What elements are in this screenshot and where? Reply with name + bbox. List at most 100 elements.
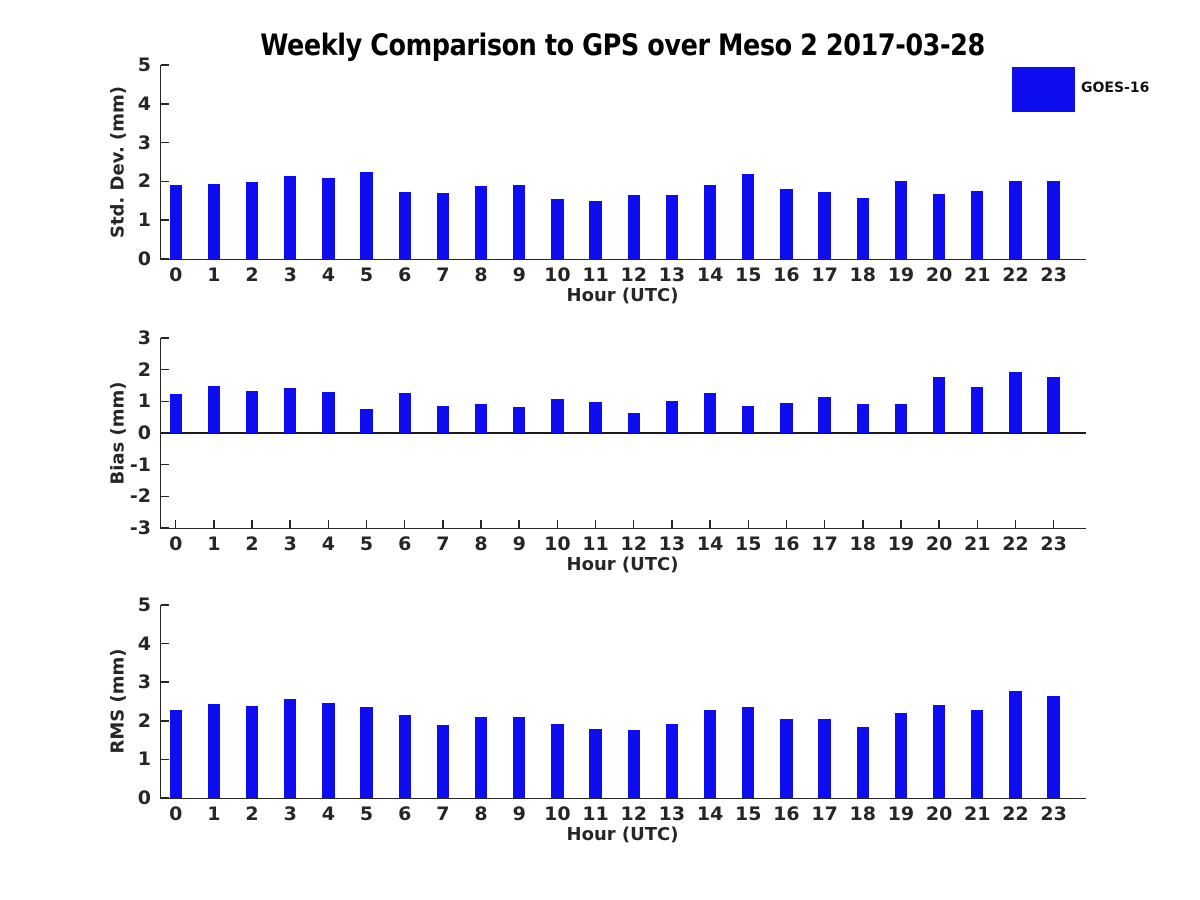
y-tick [161,400,169,403]
x-tick [862,520,864,528]
y-tick-label: 5 [137,594,151,616]
x-tick [976,520,979,528]
bar [742,173,755,259]
bar [818,192,831,259]
x-tick-label: 13 [658,264,686,286]
x-tick [174,520,177,528]
y-tick-label: 2 [137,709,151,732]
x-tick [327,520,330,528]
x-tick-label: 9 [512,533,526,555]
x-tick-label: 4 [321,264,335,286]
bar [551,199,564,259]
y-tick-label: 1 [137,390,151,413]
y-tick [161,64,169,66]
bar [932,376,946,433]
bar [780,718,793,798]
x-tick [785,520,788,528]
bar [742,405,755,433]
y-tick [161,337,169,339]
bar [742,706,755,798]
x-tick-label: 7 [436,264,450,286]
y-tick-label: 1 [137,209,151,232]
x-axis-label-bias: Hour (UTC) [566,554,679,575]
y-tick-label: 4 [137,632,151,655]
x-tick-label: 6 [398,533,412,555]
bar [284,175,297,259]
x-tick-label: 7 [436,533,450,555]
x-tick-label: 2 [245,533,259,555]
bar [971,709,984,798]
x-tick [251,520,253,528]
bar [932,193,946,259]
x-tick-label: 7 [436,803,450,825]
bar [856,403,869,433]
x-tick-label: 14 [696,264,724,286]
bar [284,698,297,798]
x-tick-label: 3 [283,533,297,555]
chart-title: Weekly Comparison to GPS over Meso 2 201… [260,28,985,62]
x-tick-label: 6 [398,803,412,825]
y-tick [161,527,169,529]
plot-area-stddev: 0 1 2 3 4 5 0 1 2 3 4 5 6 7 8 9 10 11 12 13 14 15 16 17 18 19 20 21… [138,54,1086,286]
bar [551,399,564,433]
x-tick-label: 4 [321,803,335,825]
y-tick-label: 0 [137,422,151,444]
x-tick [632,520,635,528]
legend-swatch [1012,67,1075,112]
y-tick-label: 4 [137,92,151,115]
x-tick [518,520,520,528]
x-tick-label: 8 [474,264,488,286]
x-tick-label: 15 [735,803,762,825]
x-tick [1014,520,1017,528]
x-tick-label: 14 [696,803,724,825]
bar [436,405,450,433]
bar [322,391,335,433]
y-tick [161,681,169,683]
plot-area-rms: 0 1 2 3 4 5 0 1 2 3 4 5 6 7 8 9 10 11 12 13 14 15 16 17 18 19 20 21… [138,594,1086,825]
bar [551,724,564,798]
bar [589,402,602,433]
x-tick-label: 12 [620,264,647,286]
y-tick [161,797,169,799]
x-tick-label: 14 [696,533,724,555]
y-tick-label: 3 [137,327,151,349]
x-tick-label: 23 [1040,264,1067,286]
y-tick [161,758,169,761]
y-tick [161,463,169,466]
x-tick-label: 12 [620,803,647,825]
y-tick [161,258,169,260]
x-tick-label: 0 [169,264,183,286]
y-tick [161,180,169,183]
bar [627,729,640,798]
x-tick-label: 18 [849,803,876,825]
x-tick-label: 9 [512,264,526,286]
y-tick [161,368,169,371]
y-tick-label: 5 [137,54,151,76]
y-tick-label: 0 [137,248,151,270]
x-tick [671,520,673,528]
y-tick-label: -2 [129,485,151,508]
y-tick [161,219,169,221]
x-tick-label: 13 [658,533,686,555]
x-tick-label: 16 [773,533,800,555]
x-tick-label: 20 [925,533,953,555]
bar [169,185,182,259]
x-tick [823,520,826,528]
bar [1047,695,1060,798]
x-tick-label: 12 [620,533,647,555]
bar [360,408,373,433]
bar [703,710,717,798]
x-tick-label: 11 [582,533,609,555]
x-tick [442,520,444,528]
x-tick [938,520,940,528]
bar [245,705,259,798]
x-tick-label: 11 [582,264,609,286]
bar [284,388,297,433]
x-tick-label: 19 [887,533,915,555]
bar [169,394,182,433]
x-tick-label: 10 [544,803,571,825]
x-tick-label: 6 [398,264,412,286]
x-tick-label: 15 [735,533,762,555]
bar [1009,691,1022,798]
